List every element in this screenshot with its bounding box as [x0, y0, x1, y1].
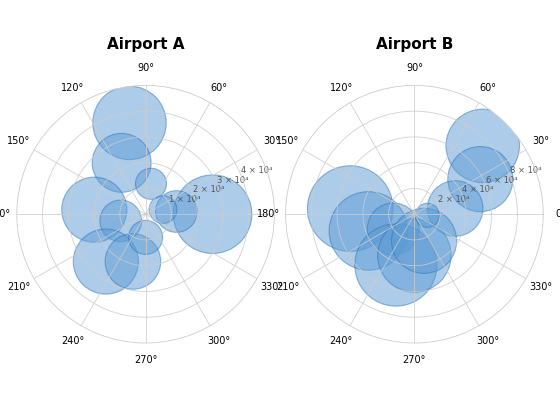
- Point: [423, 212, 432, 219]
- Point: [391, 262, 400, 268]
- Point: [90, 206, 99, 213]
- Point: [476, 176, 485, 182]
- Point: [117, 160, 126, 166]
- Point: [128, 258, 137, 265]
- Title: Airport B: Airport B: [376, 37, 453, 52]
- Point: [346, 205, 354, 212]
- Point: [419, 237, 428, 244]
- Point: [147, 181, 156, 187]
- Point: [364, 228, 373, 234]
- Point: [208, 211, 217, 218]
- Point: [478, 142, 487, 149]
- Point: [410, 252, 419, 259]
- Point: [451, 205, 460, 212]
- Point: [141, 234, 150, 241]
- Point: [125, 120, 134, 126]
- Point: [116, 218, 125, 224]
- Point: [172, 208, 181, 215]
- Point: [389, 226, 398, 232]
- Title: Airport A: Airport A: [107, 37, 184, 52]
- Point: [101, 258, 110, 265]
- Point: [158, 206, 167, 213]
